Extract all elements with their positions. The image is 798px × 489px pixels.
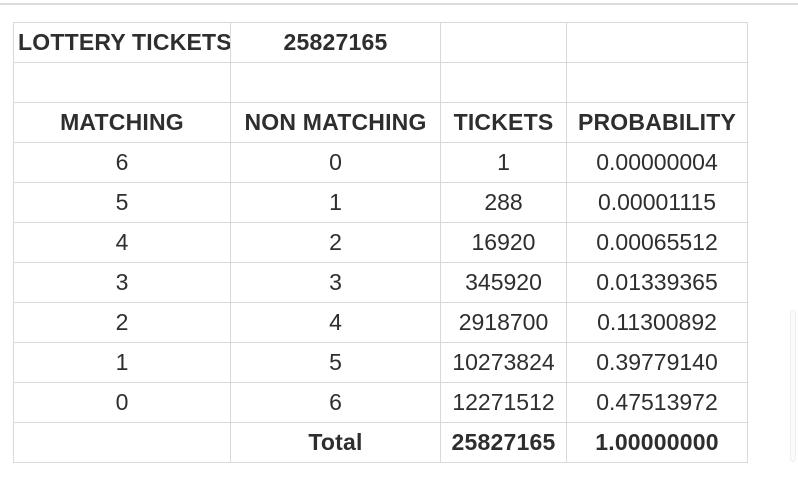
- cell-tickets: 16920: [440, 222, 567, 263]
- table-row: 6 0 1 0.00000004: [13, 142, 748, 183]
- table-row: 4 2 16920 0.00065512: [13, 222, 748, 263]
- cell-matching: 6: [13, 142, 231, 183]
- cell-probability: 0.01339365: [566, 262, 748, 303]
- spacer-row: [13, 62, 748, 103]
- total-probability: 1.00000000: [566, 422, 748, 463]
- cell-non-matching: 1: [230, 182, 441, 223]
- cell-non-matching: 2: [230, 222, 441, 263]
- cell-matching: 3: [13, 262, 231, 303]
- total-label: Total: [230, 422, 441, 463]
- empty-cell: [13, 62, 231, 103]
- table-row: 5 1 288 0.00001115: [13, 182, 748, 223]
- cell-matching: 5: [13, 182, 231, 223]
- cell-non-matching: 0: [230, 142, 441, 183]
- cell-matching: 1: [13, 342, 231, 383]
- table-row: 1 5 10273824 0.39779140: [13, 342, 748, 383]
- cell-non-matching: 3: [230, 262, 441, 303]
- title-row: LOTTERY TICKETS 25827165: [13, 22, 748, 63]
- top-divider: [0, 3, 798, 5]
- column-header-matching: MATCHING: [13, 102, 231, 143]
- cell-probability: 0.00065512: [566, 222, 748, 263]
- cell-matching: 2: [13, 302, 231, 343]
- empty-cell: [566, 22, 748, 63]
- table-row: 0 6 12271512 0.47513972: [13, 382, 748, 423]
- cell-tickets: 10273824: [440, 342, 567, 383]
- lottery-tickets-label: LOTTERY TICKETS: [13, 22, 231, 63]
- column-header-non-matching: NON MATCHING: [230, 102, 441, 143]
- empty-cell: [13, 422, 231, 463]
- empty-cell: [230, 62, 441, 103]
- table-header-row: MATCHING NON MATCHING TICKETS PROBABILIT…: [13, 102, 748, 143]
- table-row: 3 3 345920 0.01339365: [13, 262, 748, 303]
- cell-non-matching: 4: [230, 302, 441, 343]
- empty-cell: [440, 62, 567, 103]
- column-header-probability: PROBABILITY: [566, 102, 748, 143]
- cell-tickets: 288: [440, 182, 567, 223]
- lottery-table: LOTTERY TICKETS 25827165 MATCHING NON MA…: [13, 22, 748, 463]
- cell-tickets: 1: [440, 142, 567, 183]
- lottery-tickets-value: 25827165: [230, 22, 441, 63]
- cell-probability: 0.47513972: [566, 382, 748, 423]
- column-header-tickets: TICKETS: [440, 102, 567, 143]
- cell-non-matching: 6: [230, 382, 441, 423]
- empty-cell: [440, 22, 567, 63]
- cell-matching: 4: [13, 222, 231, 263]
- empty-cell: [566, 62, 748, 103]
- cell-probability: 0.11300892: [566, 302, 748, 343]
- scrollbar-thumb[interactable]: [790, 310, 796, 462]
- cell-matching: 0: [13, 382, 231, 423]
- cell-probability: 0.39779140: [566, 342, 748, 383]
- cell-tickets: 12271512: [440, 382, 567, 423]
- cell-probability: 0.00001115: [566, 182, 748, 223]
- total-row: Total 25827165 1.00000000: [13, 422, 748, 463]
- cell-probability: 0.00000004: [566, 142, 748, 183]
- table-row: 2 4 2918700 0.11300892: [13, 302, 748, 343]
- total-tickets: 25827165: [440, 422, 567, 463]
- cell-tickets: 345920: [440, 262, 567, 303]
- cell-tickets: 2918700: [440, 302, 567, 343]
- cell-non-matching: 5: [230, 342, 441, 383]
